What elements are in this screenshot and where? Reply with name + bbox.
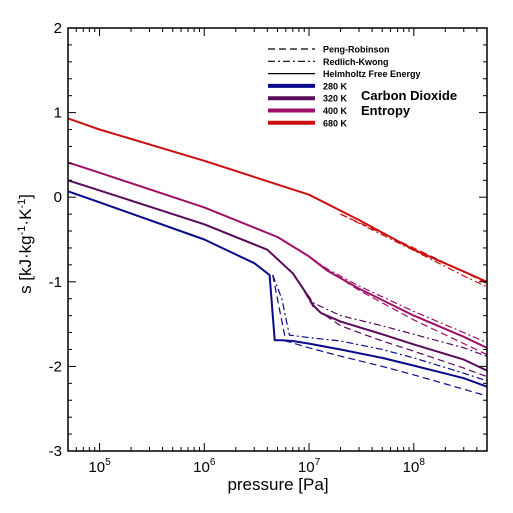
y-tick-label: 0 xyxy=(54,189,62,206)
ticks-layer xyxy=(67,27,488,452)
y-tick-label: -3 xyxy=(49,443,62,460)
series-line-680k-dashdot xyxy=(340,213,487,288)
x-tick-label: 106 xyxy=(193,457,216,476)
series-line-400k-dashdot xyxy=(298,249,487,344)
y-tick-label: 2 xyxy=(54,20,62,37)
series-layer xyxy=(68,117,487,397)
legend-label: 320 K xyxy=(323,94,348,104)
series-line-320k-dashed xyxy=(298,281,487,378)
y-tick-label: -2 xyxy=(49,358,62,375)
tick-labels: 105 106 107 108 2 1 0 -1 -2 -3 xyxy=(49,20,426,476)
x-axis-title: pressure [Pa] xyxy=(227,475,328,494)
series-line-320k-dashdot xyxy=(298,281,487,357)
legend-label: 280 K xyxy=(323,81,348,91)
series-line-280k-solid xyxy=(68,190,487,388)
y-tick-label: -1 xyxy=(49,274,62,291)
legend-label: Helmholtz Free Energy xyxy=(323,69,421,79)
legend-label: 680 K xyxy=(323,118,348,128)
legend-label: 400 K xyxy=(323,106,348,116)
series-line-400k-dashed xyxy=(298,249,487,356)
series-line-680k-dashed xyxy=(340,213,487,285)
legend-label: Redlich-Kwong xyxy=(323,57,389,67)
x-tick-label: 107 xyxy=(298,457,321,476)
annotation-title: Carbon Dioxide Entropy xyxy=(361,88,461,118)
series-line-320k-solid xyxy=(68,179,487,372)
x-tick-label: 105 xyxy=(88,457,111,476)
y-tick-label: 1 xyxy=(54,105,62,122)
x-tick-label: 108 xyxy=(403,457,426,476)
y-axis-title: s [kJ·kg-1·K-1] xyxy=(16,194,35,294)
legend-label: Peng-Robinson xyxy=(323,45,390,55)
legend: Peng-Robinson Redlich-Kwong Helmholtz Free… xyxy=(268,45,421,128)
series-line-280k-dashed xyxy=(272,274,487,397)
